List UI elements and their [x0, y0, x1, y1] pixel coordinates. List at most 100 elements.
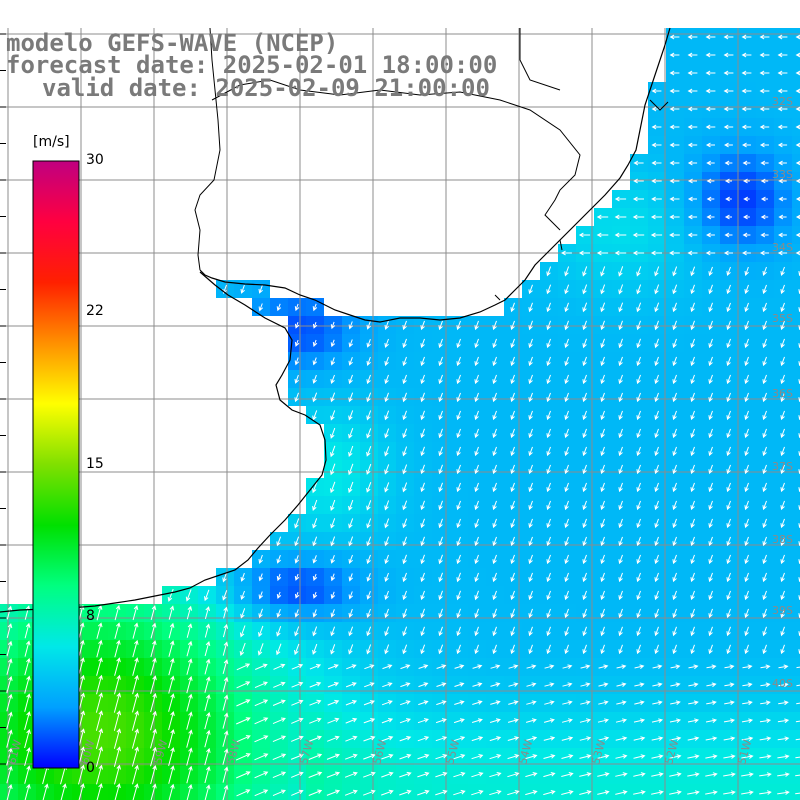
wind-arrow: [582, 536, 587, 547]
wind-arrow: [582, 266, 588, 277]
wind-arrow: [780, 482, 785, 493]
latitude-label: 40S: [772, 677, 793, 690]
wind-arrow: [636, 590, 641, 601]
wind-cell: [792, 784, 800, 800]
wind-arrow: [690, 608, 695, 619]
wind-arrow: [384, 590, 389, 600]
wind-arrow: [272, 717, 286, 725]
wind-arrow: [186, 747, 193, 766]
wind-cell: [450, 784, 468, 800]
wind-arrow: [708, 320, 713, 331]
wind-arrow: [543, 754, 556, 759]
wind-arrow: [654, 626, 659, 637]
wind-arrow: [96, 639, 103, 658]
wind-arrow: [474, 464, 479, 475]
wind-arrow: [294, 536, 300, 547]
wind-arrow: [543, 790, 556, 796]
colorbar-tick-22: 22: [86, 303, 104, 319]
wind-arrow: [633, 178, 644, 184]
wind-arrow: [564, 644, 569, 655]
wind-arrow: [454, 700, 465, 705]
wind-arrow: [186, 711, 193, 730]
wind-arrow: [705, 772, 718, 777]
wind-arrow: [420, 626, 425, 637]
wind-arrow: [762, 590, 767, 601]
wind-arrow: [564, 266, 570, 277]
wind-arrow: [742, 250, 751, 256]
wind-arrow: [654, 338, 659, 349]
wind-arrow: [650, 214, 662, 220]
wind-arrow: [561, 754, 574, 759]
wind-arrow: [167, 588, 174, 602]
wind-arrow: [132, 639, 139, 658]
wind-arrow: [345, 682, 357, 688]
wind-arrow: [744, 536, 749, 547]
wind-arrow: [636, 284, 642, 295]
wind-arrow: [744, 644, 749, 655]
wind-arrow: [687, 196, 697, 202]
wind-arrow: [672, 590, 677, 601]
wind-arrow: [708, 518, 713, 529]
wind-arrow: [690, 644, 695, 655]
wind-arrow: [743, 196, 750, 202]
wind-arrow: [760, 232, 769, 238]
wind-arrow: [507, 736, 520, 741]
wind-arrow: [366, 392, 372, 403]
wind-arrow: [132, 783, 139, 800]
wind-arrow: [236, 681, 251, 689]
wind-arrow: [654, 500, 659, 511]
wind-cell: [468, 784, 486, 800]
wind-arrow: [744, 590, 749, 601]
wind-arrow: [42, 783, 49, 800]
wind-arrow: [546, 554, 551, 565]
wind-arrow: [528, 464, 533, 475]
wind-cell: [324, 784, 342, 800]
wind-arrow: [417, 789, 430, 796]
wind-arrow: [580, 682, 591, 687]
wind-arrow: [204, 765, 211, 784]
wind-arrow: [780, 302, 785, 313]
wind-arrow: [564, 500, 569, 511]
wind-arrow: [778, 196, 787, 202]
wind-arrow: [618, 482, 623, 493]
wind-arrow: [615, 772, 628, 777]
wind-arrow: [742, 664, 753, 670]
wind-arrow: [312, 357, 318, 366]
wind-arrow: [510, 554, 515, 565]
wind-arrow: [294, 518, 300, 529]
latitude-label: 38S: [772, 533, 793, 546]
wind-arrow: [344, 771, 358, 778]
wind-arrow: [258, 625, 264, 638]
wind-arrow: [492, 446, 497, 457]
wind-cell: [792, 658, 800, 676]
wind-arrow: [276, 643, 282, 656]
wind-arrow: [762, 572, 767, 583]
wind-arrow: [6, 640, 13, 657]
wind-arrow: [471, 789, 484, 796]
wind-arrow: [669, 142, 680, 148]
wind-arrow: [744, 608, 749, 619]
wind-arrow: [726, 320, 731, 331]
wind-arrow: [276, 555, 281, 564]
wind-arrow: [705, 790, 718, 795]
wind-arrow: [132, 657, 139, 676]
wind-arrow: [544, 682, 555, 687]
wind-arrow: [723, 772, 736, 777]
wind-arrow: [598, 700, 609, 705]
wind-arrow: [330, 536, 336, 547]
wind-arrow: [618, 410, 623, 421]
wind-arrow: [492, 608, 497, 619]
wind-arrow: [348, 463, 354, 476]
wind-arrow: [438, 572, 443, 583]
wind-arrow: [633, 790, 646, 795]
wind-arrow: [420, 374, 425, 385]
wind-cell: [432, 784, 450, 800]
wind-arrow: [402, 464, 408, 475]
wind-arrow: [759, 52, 770, 58]
wind-arrow: [24, 711, 31, 731]
wind-arrow: [78, 764, 85, 785]
wind-arrow: [777, 34, 788, 40]
wind-arrow: [546, 626, 551, 637]
wind-arrow: [472, 700, 483, 705]
wind-arrow: [579, 790, 592, 795]
